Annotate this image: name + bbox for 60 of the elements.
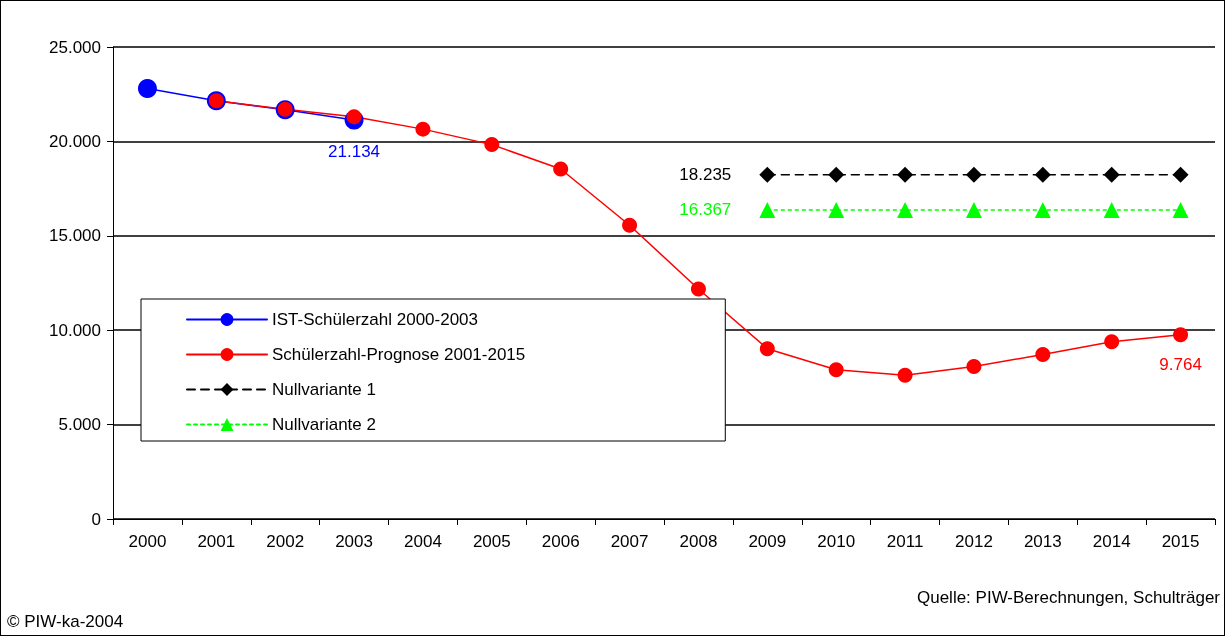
point — [484, 137, 500, 153]
point — [759, 166, 776, 183]
legend-label: IST-Schülerzahl 2000-2003 — [272, 310, 479, 329]
point — [1173, 327, 1189, 343]
point — [966, 358, 982, 374]
y-tick-label: 20.000 — [49, 131, 101, 151]
point — [759, 201, 776, 218]
x-tick-label: 2000 — [128, 532, 167, 551]
point — [137, 79, 157, 99]
x-tick-label: 2009 — [748, 532, 787, 551]
point — [965, 201, 982, 218]
source-note: Quelle: PIW-Berechnungen, Schulträger — [916, 588, 1221, 607]
x-tick-label: 2011 — [886, 532, 924, 551]
y-tick-label: 10.000 — [49, 320, 101, 340]
data-label: 9.764 — [1159, 355, 1202, 375]
x-tick-label: 2002 — [266, 532, 305, 551]
data-label: 16.367 — [679, 200, 732, 220]
text: © PIW-ka-2004 — [7, 612, 124, 631]
point — [828, 166, 845, 183]
point — [1103, 201, 1120, 218]
point — [346, 109, 362, 125]
x-tick-label: 2003 — [335, 532, 373, 551]
point — [622, 217, 638, 233]
y-tick-label: 25.000 — [49, 37, 101, 57]
legend-label: Nullvariante 2 — [272, 415, 376, 434]
x-tick-label: 2005 — [472, 532, 511, 551]
point — [1172, 166, 1189, 183]
y-tick-label: 0 — [91, 509, 101, 529]
point — [690, 281, 706, 297]
point — [1103, 166, 1120, 183]
y-tick-label: 5.000 — [58, 415, 101, 435]
x-tick-label: 2010 — [817, 532, 856, 551]
legend-label: Schülerzahl-Prognose 2001-2015 — [272, 345, 526, 364]
x-tick-label: 2004 — [404, 532, 442, 551]
point — [759, 341, 775, 357]
point — [828, 362, 844, 378]
point — [1172, 201, 1189, 218]
point — [415, 121, 431, 137]
x-tick-label: 2015 — [1161, 532, 1200, 551]
point — [897, 166, 914, 183]
point — [1035, 347, 1051, 363]
point — [1034, 166, 1051, 183]
y-tick-label: 15.000 — [49, 226, 101, 246]
point — [965, 166, 982, 183]
x-tick-label: 2006 — [541, 532, 580, 551]
x-tick-label: 2013 — [1023, 532, 1062, 551]
point — [897, 201, 914, 218]
point — [1104, 334, 1120, 350]
x-tick-label: 2014 — [1092, 532, 1131, 551]
x-tick-label: 2012 — [955, 532, 993, 551]
point — [1034, 201, 1051, 218]
point — [897, 367, 913, 383]
point — [553, 161, 569, 177]
data-label: 18.235 — [679, 165, 732, 185]
legend-label: Nullvariante 1 — [272, 380, 376, 399]
x-tick-label: 2007 — [610, 532, 649, 551]
data-label: 21.134 — [328, 142, 381, 162]
point — [828, 201, 845, 218]
x-tick-label: 2008 — [679, 532, 718, 551]
x-tick-label: 2001 — [197, 532, 236, 551]
